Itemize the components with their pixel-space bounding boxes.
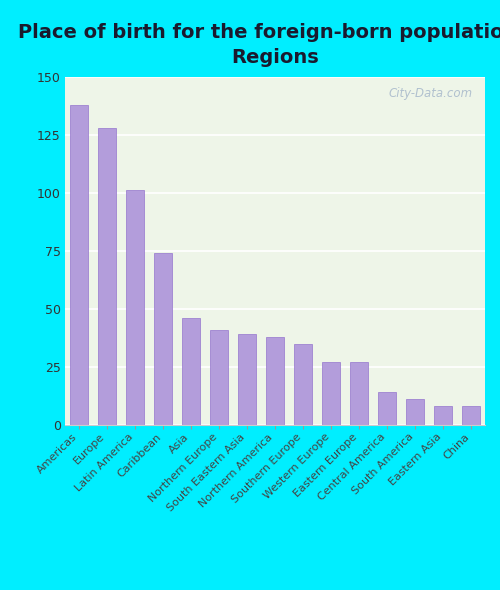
Bar [462,407,480,425]
Bar [266,337,284,425]
Title: Place of birth for the foreign-born population -
Regions: Place of birth for the foreign-born popu… [18,23,500,67]
Bar [294,343,312,425]
Bar [210,330,228,425]
Text: City-Data.com: City-Data.com [388,87,472,100]
Bar [182,318,200,425]
Bar [238,335,256,425]
Bar [126,191,144,425]
Bar [322,362,340,425]
Bar [406,399,424,425]
Bar [70,104,88,425]
Bar [378,392,396,425]
Bar [434,407,452,425]
Bar [98,128,116,425]
Bar [350,362,368,425]
Bar [154,253,172,425]
